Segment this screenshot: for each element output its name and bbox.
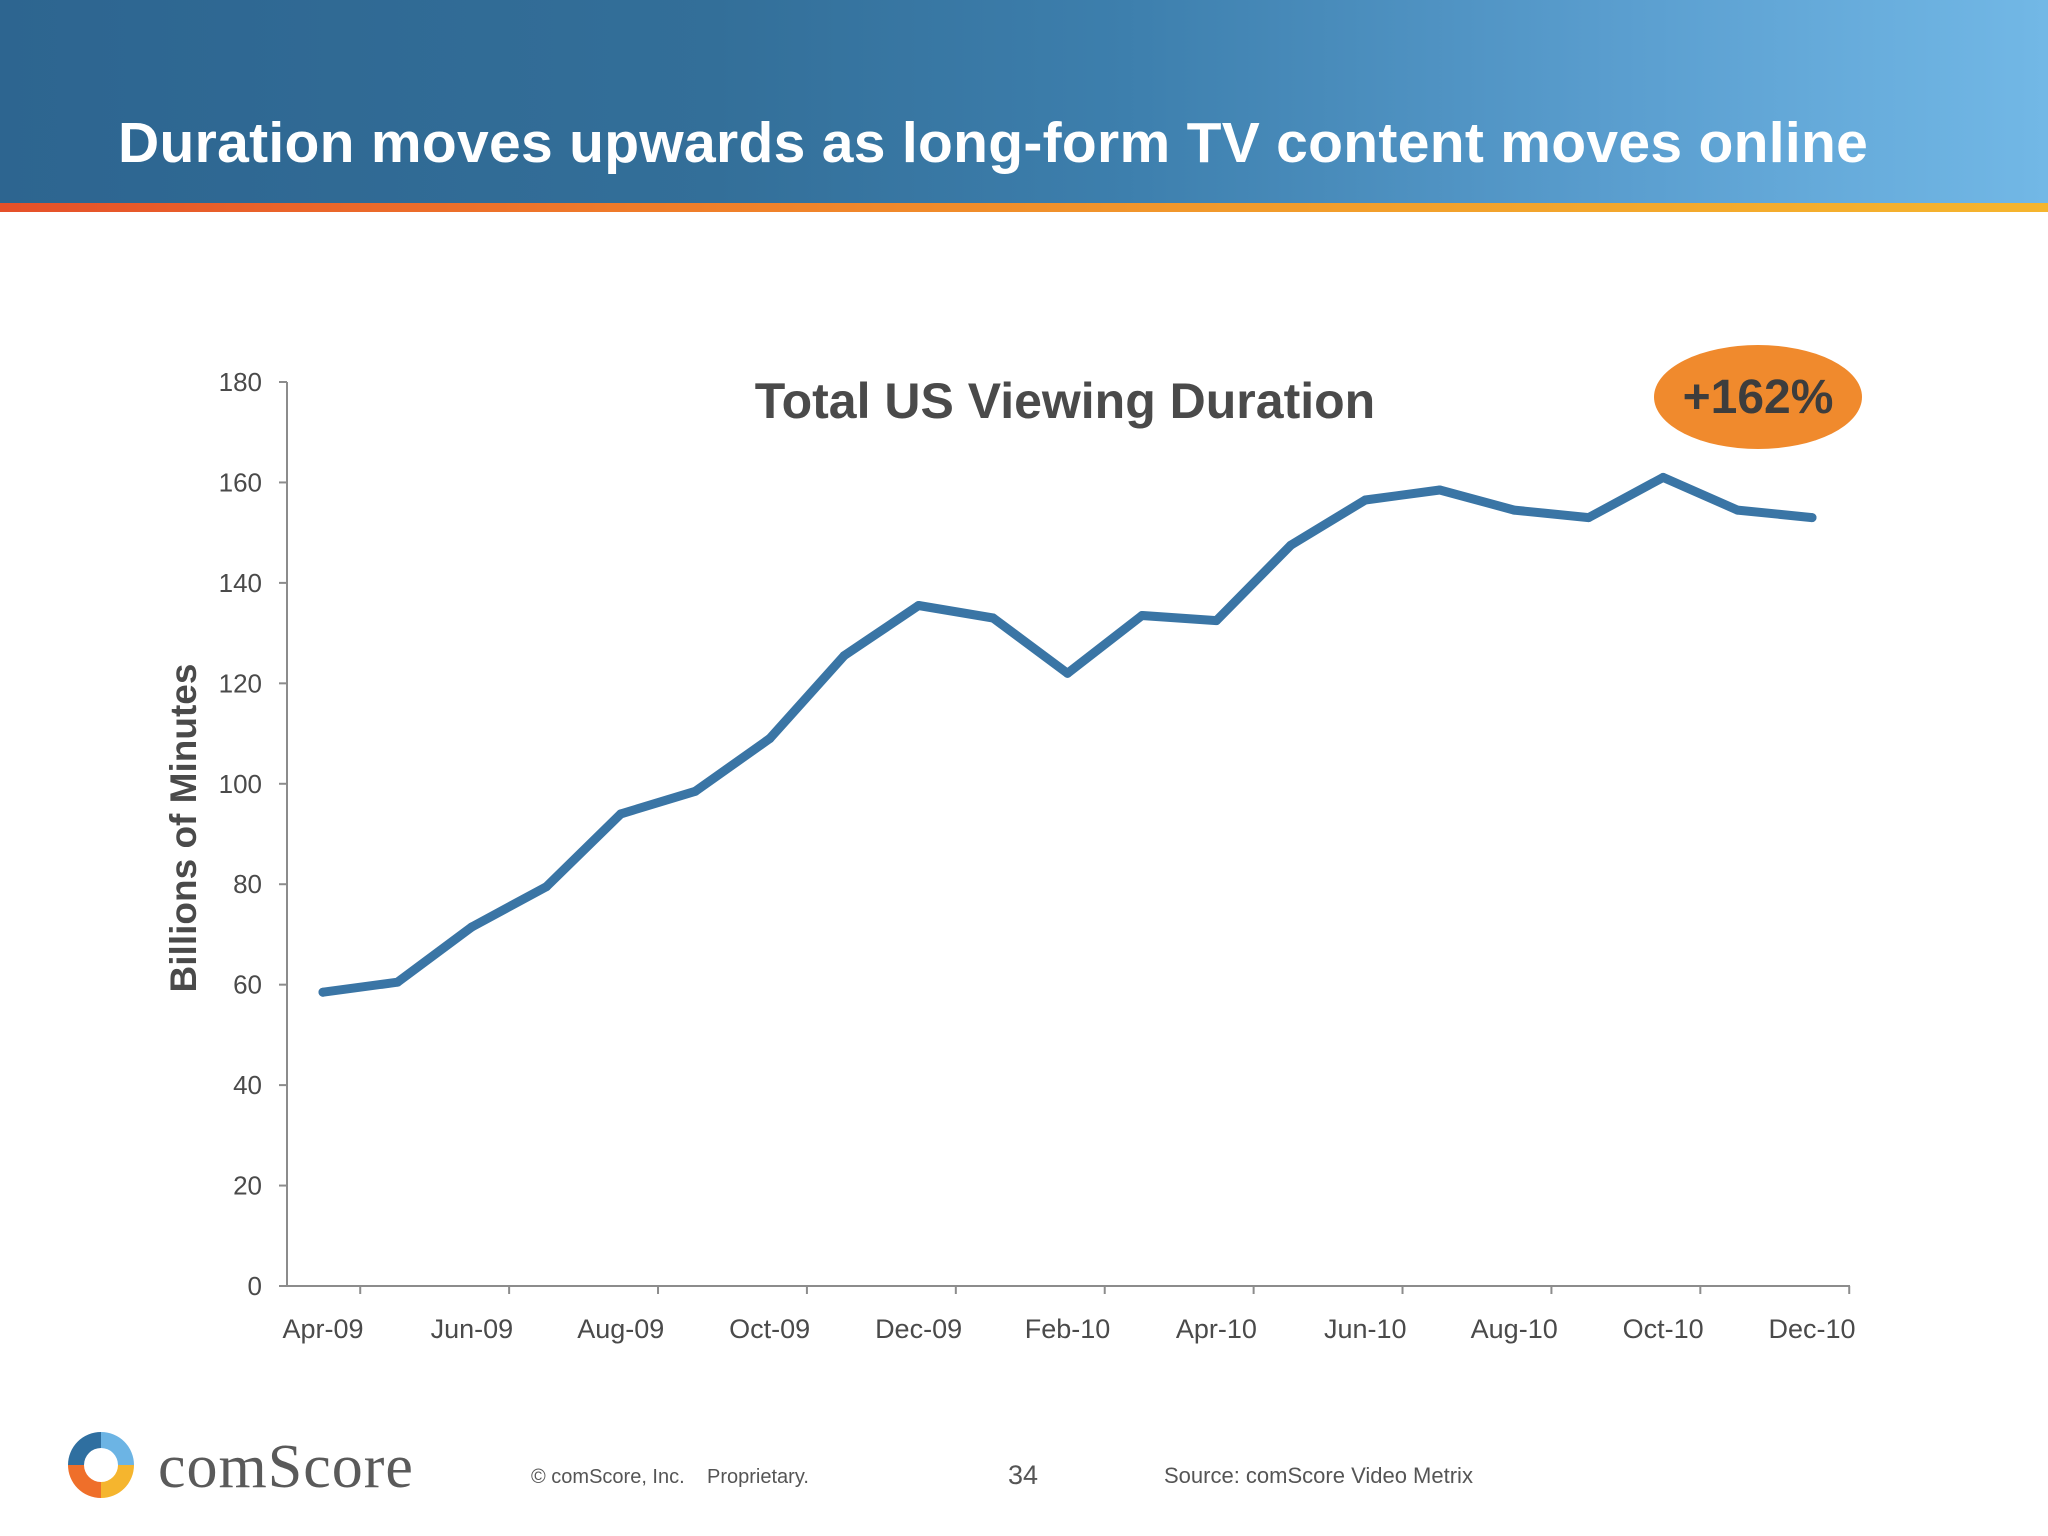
comscore-logo-icon	[68, 1432, 134, 1498]
y-tick-label: 60	[233, 970, 262, 1000]
growth-annotation-text: +162%	[1683, 371, 1834, 424]
series-line	[318, 472, 1817, 997]
y-tick-label: 160	[219, 467, 262, 497]
data-point	[318, 987, 328, 997]
data-point	[1211, 616, 1221, 626]
data-point	[690, 786, 700, 796]
data-point	[392, 977, 402, 987]
x-tick-label: Oct-10	[1623, 1314, 1704, 1344]
data-point	[541, 882, 551, 892]
data-point	[1658, 472, 1668, 482]
data-point	[988, 613, 998, 623]
x-tick-label: Apr-09	[282, 1314, 363, 1344]
x-tick-label: Feb-10	[1025, 1314, 1111, 1344]
data-point	[1733, 505, 1743, 515]
data-point	[616, 809, 626, 819]
y-tick-label: 40	[233, 1070, 262, 1100]
header-accent-stripe	[0, 203, 2048, 212]
y-tick-label: 180	[219, 367, 262, 397]
data-point	[914, 600, 924, 610]
slide-header	[0, 0, 2048, 205]
growth-annotation-badge	[1654, 345, 1862, 449]
x-tick-label: Dec-10	[1768, 1314, 1855, 1344]
data-point	[1435, 485, 1445, 495]
footer-proprietary: Proprietary.	[707, 1466, 809, 1488]
data-point	[1509, 505, 1519, 515]
y-axis-label: Billions of Minutes	[163, 664, 204, 993]
y-tick-label: 100	[219, 769, 262, 799]
page-number: 34	[1008, 1460, 1039, 1490]
data-point	[1063, 668, 1072, 678]
y-tick-label: 120	[219, 668, 262, 698]
data-point	[1584, 513, 1594, 523]
x-tick-label: Jun-09	[431, 1314, 514, 1344]
data-point	[1807, 513, 1817, 523]
footer-source: Source: comScore Video Metrix	[1164, 1463, 1473, 1488]
x-tick-label: Dec-09	[875, 1314, 962, 1344]
x-tick-label: Oct-09	[729, 1314, 810, 1344]
x-tick-label: Aug-10	[1471, 1314, 1558, 1344]
x-tick-label: Aug-09	[577, 1314, 664, 1344]
x-tick-label: Apr-10	[1176, 1314, 1257, 1344]
y-tick-label: 20	[233, 1171, 262, 1201]
data-point	[1360, 495, 1370, 505]
chart-title: Total US Viewing Duration	[755, 373, 1375, 429]
y-tick-label: 80	[233, 869, 262, 899]
data-point	[467, 922, 477, 932]
y-tick-label: 0	[248, 1271, 262, 1301]
data-point	[1137, 611, 1147, 621]
data-point	[839, 651, 849, 661]
slide-title: Duration moves upwards as long-form TV c…	[118, 111, 1869, 175]
data-point	[765, 734, 775, 744]
footer-copyright: © comScore, Inc.	[531, 1466, 685, 1488]
data-point	[1286, 540, 1296, 550]
y-tick-label: 140	[219, 568, 262, 598]
comscore-logo-text: comScore	[158, 1433, 414, 1501]
x-tick-label: Jun-10	[1324, 1314, 1407, 1344]
